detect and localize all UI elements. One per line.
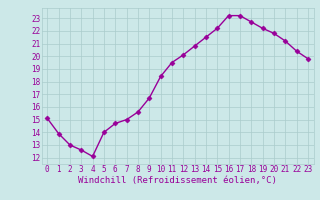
X-axis label: Windchill (Refroidissement éolien,°C): Windchill (Refroidissement éolien,°C) [78, 176, 277, 185]
